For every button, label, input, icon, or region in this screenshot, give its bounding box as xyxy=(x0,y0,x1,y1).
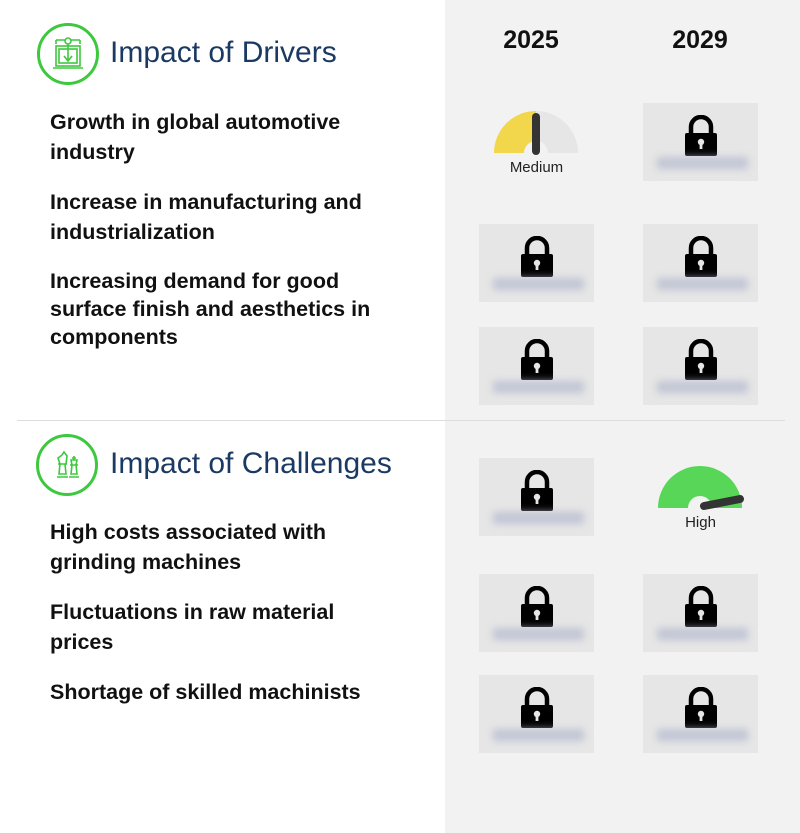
lock-icon xyxy=(520,339,553,380)
machine-icon xyxy=(37,23,99,85)
locked-impact-cell[interactable] xyxy=(643,574,758,652)
blurred-text xyxy=(493,729,584,741)
lock-icon xyxy=(520,470,553,511)
locked-impact-cell[interactable] xyxy=(479,675,594,753)
blurred-text xyxy=(657,729,748,741)
driver-label: Growth in global automotive industry xyxy=(50,110,341,164)
challenges-title: Impact of Challenges xyxy=(110,447,392,480)
section-divider xyxy=(17,420,785,421)
column-header-2025: 2025 xyxy=(503,26,559,54)
blurred-text xyxy=(493,628,584,640)
blurred-text xyxy=(493,381,584,393)
blurred-text xyxy=(657,278,748,290)
lock-icon xyxy=(520,236,553,277)
locked-impact-cell[interactable] xyxy=(643,327,758,405)
lock-icon xyxy=(684,115,717,156)
locked-impact-cell[interactable] xyxy=(479,327,594,405)
lock-icon xyxy=(684,339,717,380)
gauge-label: Medium xyxy=(509,159,564,176)
impact-gauge-medium: Medium xyxy=(479,103,594,181)
chess-icon xyxy=(36,434,98,496)
blurred-text xyxy=(493,278,584,290)
lock-icon xyxy=(684,687,717,728)
locked-impact-cell[interactable] xyxy=(643,224,758,302)
blurred-text xyxy=(493,512,584,524)
drivers-title: Impact of Drivers xyxy=(110,36,337,69)
locked-impact-cell[interactable] xyxy=(643,103,758,181)
locked-impact-cell[interactable] xyxy=(643,675,758,753)
column-header-2029: 2029 xyxy=(672,26,728,54)
blurred-text xyxy=(657,381,748,393)
lock-icon xyxy=(520,586,553,627)
challenge-label: Fluctuations in raw material prices xyxy=(50,600,335,654)
locked-impact-cell[interactable] xyxy=(479,224,594,302)
gauge-dial xyxy=(494,111,578,155)
challenge-label: High costs associated with grinding mach… xyxy=(50,520,326,574)
gauge-label: High xyxy=(685,514,716,531)
gauge-dial xyxy=(658,466,744,510)
impact-gauge-high: High xyxy=(643,458,758,536)
lock-icon xyxy=(684,236,717,277)
blurred-text xyxy=(657,157,748,169)
blurred-text xyxy=(657,628,748,640)
driver-label: Increase in manufacturing and industrial… xyxy=(50,190,362,244)
lock-icon xyxy=(520,687,553,728)
lock-icon xyxy=(684,586,717,627)
challenge-label: Shortage of skilled machinists xyxy=(50,680,361,704)
locked-impact-cell[interactable] xyxy=(479,458,594,536)
locked-impact-cell[interactable] xyxy=(479,574,594,652)
driver-label: Increasing demand for good surface finis… xyxy=(50,269,371,349)
